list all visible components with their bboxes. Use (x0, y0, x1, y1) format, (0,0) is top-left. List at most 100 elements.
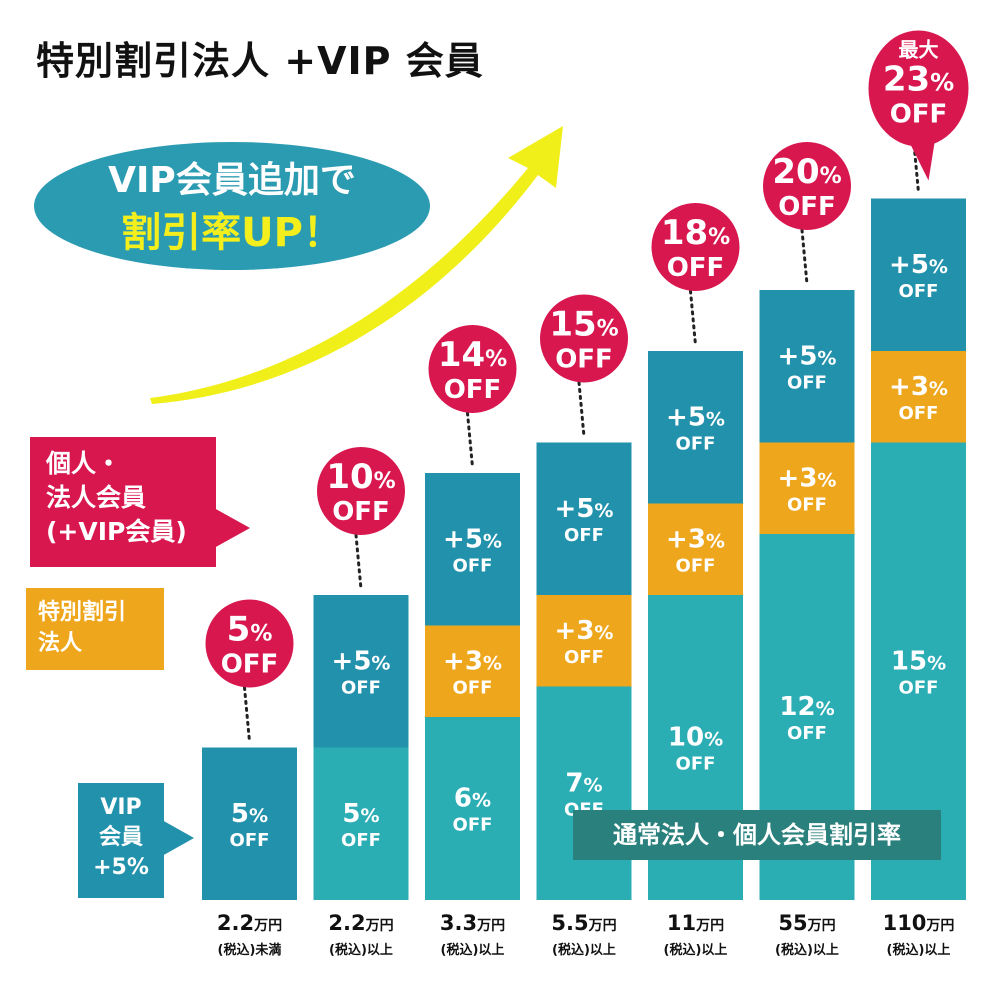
arrow-icon (150, 126, 563, 404)
segment-label: +5% (332, 646, 391, 676)
bubble-percent: 14% (438, 335, 507, 375)
segment-off-label: OFF (341, 677, 381, 698)
legend-vip-pointer (162, 820, 194, 856)
bar-segment-vip (313, 595, 409, 748)
legend-corp-line: 法人会員 (46, 483, 147, 512)
category-note: (税込)以上 (664, 942, 728, 958)
legend-vip-members: VIP 会員 +5% (78, 783, 164, 898)
category-note: (税込)以上 (329, 942, 393, 958)
segment-label: +5% (666, 402, 725, 432)
bar-segment-vip (759, 290, 855, 443)
bar-segment-normal (425, 717, 520, 900)
segment-off-label: OFF (341, 830, 381, 851)
legend-vip-line: 会員 (98, 825, 143, 850)
category-note: (税込)以上 (552, 942, 616, 958)
legend-corp-line: (+VIP会員) (46, 517, 187, 546)
category-amount: 11万円 (667, 911, 724, 935)
bar-segment-normal (313, 747, 409, 900)
segment-off-label: OFF (564, 525, 604, 546)
bubbles: 5%OFF10%OFF14%OFF15%OFF18%OFF20%OFF最大23%… (205, 30, 969, 743)
legend-special-line: 特別割引 (38, 600, 127, 625)
category-amount: 2.2万円 (328, 911, 393, 935)
bubble-off: OFF (221, 650, 279, 680)
segment-off-label: OFF (676, 433, 716, 454)
segment-off-label: OFF (564, 647, 604, 668)
callout-text: VIP会員追加で 割引率UP！ (32, 156, 432, 260)
bubble-leader (243, 686, 251, 743)
bubble-off: OFF (890, 100, 948, 130)
legend-special-corp: 特別割引 法人 (26, 588, 164, 670)
bar-segment-vip (648, 351, 743, 504)
bubble-percent: 23% (883, 60, 954, 100)
total-bubble (868, 30, 969, 147)
category-note: (税込)未満 (218, 942, 282, 958)
segment-label: 5% (342, 799, 379, 829)
segment-label: 15% (891, 646, 946, 676)
segment-off-label: OFF (453, 677, 493, 698)
segment-off-label: OFF (787, 372, 827, 393)
bar-segment-special (871, 351, 966, 443)
bubble-percent: 5% (227, 610, 273, 650)
bar-segment-vip (536, 442, 632, 595)
segment-label: +5% (778, 341, 837, 371)
legend-vip-line: +5% (93, 855, 149, 880)
segment-off-label: OFF (899, 403, 939, 424)
bubble-leader (354, 533, 363, 591)
x-axis-labels: 2.2万円 (税込)未満 2.2万円 (税込)以上 3.3万円 (税込)以上 5.5万円 (税… (217, 911, 955, 958)
bubble-off: OFF (555, 345, 613, 375)
segment-label: +3% (666, 524, 725, 554)
segment-off-label: OFF (787, 494, 827, 515)
category-amount: 110万円 (883, 911, 955, 935)
bubble-leader (577, 381, 586, 438)
segment-label: +5% (555, 494, 614, 524)
segment-label: +3% (555, 616, 614, 646)
total-bubble (763, 142, 851, 230)
total-bubble (205, 599, 294, 688)
callout-bubble (34, 142, 430, 270)
total-bubble (651, 203, 740, 291)
segment-label: +3% (889, 372, 948, 402)
segment-off-label: OFF (453, 815, 493, 836)
category-amount: 2.2万円 (217, 911, 282, 935)
segment-off-label: OFF (676, 555, 716, 576)
bubble-percent: 15% (549, 305, 618, 345)
bubble-off: OFF (332, 497, 390, 527)
bubble-off: OFF (444, 375, 502, 405)
bubble-off: OFF (778, 192, 836, 222)
bar-segment-vip (425, 473, 520, 626)
category-note: (税込)以上 (887, 942, 951, 958)
category-amount: 3.3万円 (440, 911, 505, 935)
category-amount: 5.5万円 (551, 911, 616, 935)
page-title: 特別割引法人 +VIP 会員 (36, 39, 484, 83)
bar-segment-vip (202, 747, 297, 900)
segment-off-label: OFF (899, 281, 939, 302)
segment-label: +5% (443, 524, 502, 554)
legend-corp-pointer (214, 508, 250, 548)
bar-segment-special (648, 503, 743, 595)
bubble-off: OFF (667, 253, 725, 283)
bubble-percent: 20% (772, 152, 841, 192)
segment-off-label: OFF (453, 555, 493, 576)
segment-label: 5% (231, 799, 268, 829)
total-bubble (317, 447, 405, 535)
total-bubble (428, 325, 517, 413)
segment-off-label: OFF (899, 677, 939, 698)
segment-label: +3% (778, 463, 837, 493)
legend-special-line: 法人 (38, 631, 83, 656)
segment-off-label: OFF (787, 723, 827, 744)
normal-rate-label: 通常法人・個人会員割引率 (573, 810, 941, 860)
callout-line2: 割引率UP！ (121, 210, 343, 256)
segment-off-label: OFF (230, 830, 270, 851)
bar-segment-special (425, 625, 520, 717)
segment-label: 10% (668, 723, 723, 753)
legend-corp-members: 個人・ 法人会員 (+VIP会員) (30, 437, 216, 567)
bar-segment-vip (871, 198, 966, 351)
bar-segment-normal (536, 686, 632, 900)
category-amount: 55万円 (778, 911, 835, 935)
callout-line1: VIP会員追加で (108, 160, 356, 201)
legend-corp-line: 個人・ (46, 449, 122, 478)
segment-off-label: OFF (676, 754, 716, 775)
bubble-leader (689, 289, 697, 347)
category-note: (税込)以上 (441, 942, 505, 958)
